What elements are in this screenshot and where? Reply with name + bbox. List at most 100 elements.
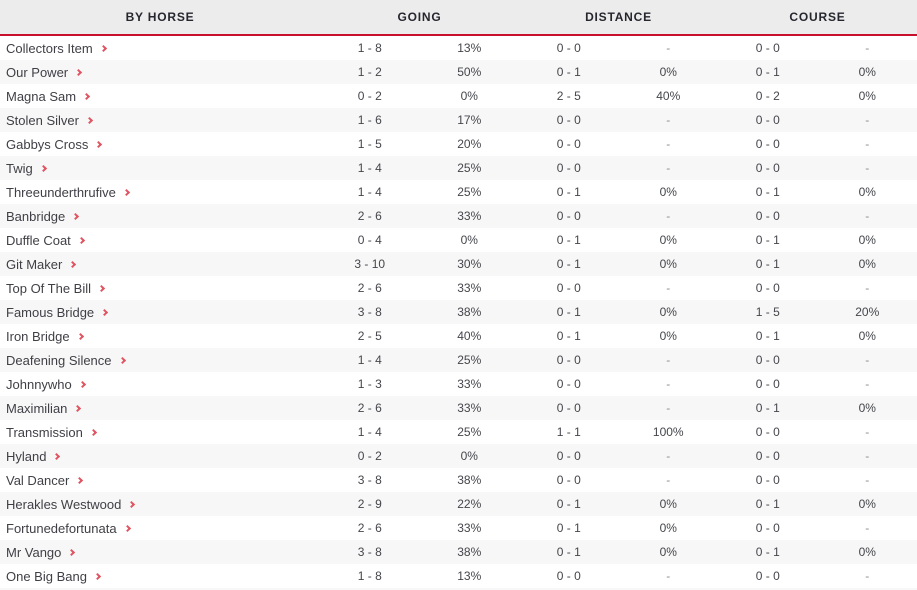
horse-name: Transmission: [6, 424, 83, 440]
horse-cell: Git Maker: [0, 257, 320, 272]
going-record: 1 - 2: [357, 65, 382, 79]
table-row: Deafening Silence 1 - 4 25% 0 - 0 - 0 - 0 -: [0, 348, 917, 372]
going-record: 0 - 2: [357, 449, 382, 463]
horse-name: Magna Sam: [6, 88, 77, 104]
horse-name: Banbridge: [6, 208, 66, 224]
course-record: 0 - 0: [755, 137, 780, 151]
horse-link[interactable]: Iron Bridge: [6, 329, 84, 344]
course-record: 0 - 0: [755, 161, 780, 175]
course-pct: -: [865, 161, 870, 175]
table-row: Herakles Westwood 2 - 9 22% 0 - 1 0% 0 - 1 0%: [0, 492, 917, 516]
horse-cell: Johnnywho: [0, 377, 320, 392]
distance-pct: -: [666, 209, 671, 223]
horse-link[interactable]: One Big Bang: [6, 569, 101, 584]
horse-link[interactable]: Transmission: [6, 424, 97, 440]
horse-link[interactable]: Hyland: [6, 449, 61, 464]
horse-name: Johnnywho: [6, 376, 72, 392]
horse-cell: Our Power: [0, 65, 320, 80]
going-record: 1 - 5: [357, 137, 382, 151]
going-pct: 30%: [457, 257, 482, 271]
distance-record: 0 - 0: [556, 209, 581, 223]
table-row: One Big Bang 1 - 8 13% 0 - 0 - 0 - 0 -: [0, 564, 917, 588]
horse-link[interactable]: Stolen Silver: [6, 112, 94, 128]
distance-pct: 0%: [659, 257, 677, 271]
horse-link[interactable]: Mr Vango: [6, 545, 76, 560]
horse-link[interactable]: Duffle Coat: [6, 232, 85, 248]
course-pct: -: [865, 377, 870, 391]
horse-link[interactable]: Top Of The Bill: [6, 280, 106, 296]
horse-link[interactable]: Maximilian: [6, 401, 82, 416]
horse-cell: Stolen Silver: [0, 113, 320, 128]
table-row: Threeunderthrufive 1 - 4 25% 0 - 1 0% 0 - 1 0%: [0, 180, 917, 204]
table-row: Stolen Silver 1 - 6 17% 0 - 0 - 0 - 0 -: [0, 108, 917, 132]
course-pct: 0%: [858, 233, 876, 247]
course-record: 0 - 1: [755, 497, 780, 511]
course-pct: 0%: [858, 401, 876, 415]
horse-link[interactable]: Banbridge: [6, 208, 80, 224]
chevron-right-icon: [93, 572, 101, 580]
table-row: Collectors Item 1 - 8 13% 0 - 0 - 0 - 0 -: [0, 36, 917, 60]
course-pct: 0%: [858, 329, 876, 343]
chevron-right-icon: [95, 140, 103, 148]
course-pct: 0%: [858, 65, 876, 79]
chevron-right-icon: [128, 500, 136, 508]
chevron-right-icon: [75, 68, 83, 76]
going-pct: 38%: [457, 305, 482, 319]
horse-link[interactable]: Deafening Silence: [6, 353, 126, 368]
chevron-right-icon: [89, 428, 97, 436]
table-row: Iron Bridge 2 - 5 40% 0 - 1 0% 0 - 1 0%: [0, 324, 917, 348]
horse-link[interactable]: Threeunderthrufive: [6, 185, 130, 200]
horse-link[interactable]: Magna Sam: [6, 88, 91, 104]
horse-name: Duffle Coat: [6, 232, 71, 248]
horse-link[interactable]: Gabbys Cross: [6, 136, 103, 152]
distance-record: 0 - 1: [556, 65, 581, 79]
going-record: 3 - 8: [357, 545, 382, 559]
horse-link[interactable]: Git Maker: [6, 257, 77, 272]
horse-link[interactable]: Johnnywho: [6, 376, 86, 392]
horse-name: Stolen Silver: [6, 112, 79, 128]
distance-record: 0 - 0: [556, 161, 581, 175]
horse-cell: Threeunderthrufive: [0, 185, 320, 200]
going-pct: 38%: [457, 545, 482, 559]
going-pct: 25%: [457, 353, 482, 367]
going-pct: 33%: [457, 281, 482, 295]
chevron-right-icon: [122, 188, 130, 196]
horse-cell: Top Of The Bill: [0, 281, 320, 296]
distance-pct: -: [666, 41, 671, 55]
horse-link[interactable]: Twig: [6, 160, 47, 176]
table-row: Gabbys Cross 1 - 5 20% 0 - 0 - 0 - 0 -: [0, 132, 917, 156]
table-row: Famous Bridge 3 - 8 38% 0 - 1 0% 1 - 5 20%: [0, 300, 917, 324]
course-pct: -: [865, 137, 870, 151]
distance-record: 0 - 0: [556, 41, 581, 55]
horse-cell: Magna Sam: [0, 89, 320, 104]
course-record: 0 - 0: [755, 209, 780, 223]
distance-record: 0 - 1: [556, 329, 581, 343]
horse-cell: Maximilian: [0, 401, 320, 416]
horse-name: Top Of The Bill: [6, 280, 92, 296]
course-pct: 0%: [858, 497, 876, 511]
going-record: 1 - 6: [357, 113, 382, 127]
distance-record: 0 - 0: [556, 353, 581, 367]
chevron-right-icon: [101, 308, 109, 316]
going-pct: 0%: [460, 449, 478, 463]
distance-record: 0 - 0: [556, 449, 581, 463]
going-pct: 22%: [457, 497, 482, 511]
table-body: Collectors Item 1 - 8 13% 0 - 0 - 0 - 0 - Our P…: [0, 36, 917, 588]
chevron-right-icon: [99, 44, 107, 52]
horse-name: Collectors Item: [6, 40, 93, 56]
going-record: 1 - 8: [357, 41, 382, 55]
going-record: 2 - 6: [357, 209, 382, 223]
horse-link[interactable]: Fortunedefortunata: [6, 521, 131, 536]
horse-link[interactable]: Our Power: [6, 65, 83, 80]
horse-name: Twig: [6, 160, 33, 176]
going-record: 0 - 2: [357, 89, 382, 103]
horse-link[interactable]: Famous Bridge: [6, 304, 109, 320]
horse-link[interactable]: Val Dancer: [6, 473, 84, 488]
going-record: 2 - 9: [357, 497, 382, 511]
horse-name: Famous Bridge: [6, 304, 95, 320]
horse-name: Gabbys Cross: [6, 136, 89, 152]
distance-record: 0 - 1: [556, 257, 581, 271]
horse-link[interactable]: Collectors Item: [6, 40, 107, 56]
horse-link[interactable]: Herakles Westwood: [6, 497, 136, 512]
